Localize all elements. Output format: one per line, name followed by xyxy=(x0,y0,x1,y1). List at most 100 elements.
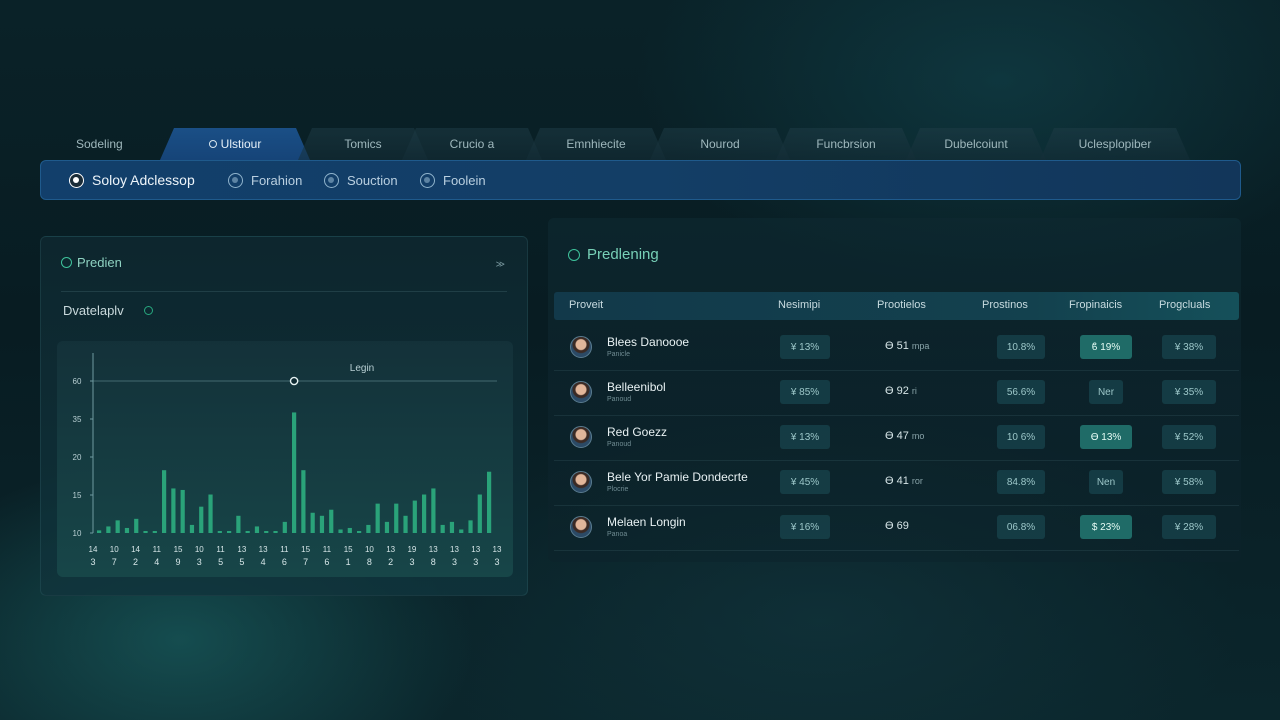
column-header[interactable]: Prootielos xyxy=(877,299,926,311)
bar xyxy=(468,520,473,533)
cell-value: ¥ 13% xyxy=(780,335,830,359)
bar xyxy=(227,531,232,533)
x-tick-label: 9 xyxy=(176,557,181,567)
tab-2[interactable]: Tomics xyxy=(298,128,428,160)
x-tick-label: 14 xyxy=(89,545,98,554)
chart-legend: Legin xyxy=(350,363,374,374)
avatar xyxy=(570,471,592,493)
status-dot-icon xyxy=(143,306,153,315)
subbar-item-0[interactable]: Forahion xyxy=(228,172,302,188)
y-tick-label: 10 xyxy=(73,529,82,538)
table-row[interactable]: Melaen Longin Panoa ¥ 16% ϴ 69 06.8% $ 23% ¥ … xyxy=(554,506,1239,551)
x-tick-label: 13 xyxy=(493,545,502,554)
bar xyxy=(459,529,464,533)
bar xyxy=(477,494,482,533)
status-badge: $ 23% xyxy=(1080,515,1132,539)
divider xyxy=(61,291,507,292)
x-tick-label: 11 xyxy=(216,545,225,554)
y-tick-label: 35 xyxy=(73,415,82,424)
tab-3[interactable]: Crucio a xyxy=(402,128,542,160)
tab-1-label: Ulstiour xyxy=(220,137,262,151)
tab-6[interactable]: Funcbrsion xyxy=(776,128,916,160)
column-header[interactable]: Fropinaicis xyxy=(1069,299,1123,311)
x-tick-label: 2 xyxy=(133,557,138,567)
bar xyxy=(347,527,352,533)
x-tick-label: 5 xyxy=(239,557,244,567)
cell-value: 06.8% xyxy=(997,515,1045,539)
bar xyxy=(338,529,343,533)
sub-toolbar: Soloy Adclessop Forahion Souction Foolei… xyxy=(40,160,1241,200)
bar xyxy=(487,471,492,533)
subbar-primary-item[interactable]: Soloy Adclessop xyxy=(69,172,195,188)
row-subtitle: Panoud xyxy=(607,396,632,403)
bar xyxy=(124,527,130,533)
bar xyxy=(208,494,213,533)
table-row[interactable]: Red Goezz Panoud ¥ 13% ϴ 47 mo 10 6% ϴ 13% ¥ 5… xyxy=(554,416,1239,461)
tab-1[interactable]: Ulstiour xyxy=(160,128,310,160)
subbar-item-label: Foolein xyxy=(443,172,486,188)
bar-chart-svg: 1015203560Legin1431071421141591031151351… xyxy=(73,353,502,567)
tab-7[interactable]: Dubelcoiunt xyxy=(906,128,1046,160)
cell-unit: mpa xyxy=(911,341,930,351)
column-header[interactable]: Progcluals xyxy=(1159,299,1211,311)
chart-panel: Predien ≫ Dvatelaplv 10 15 20 35 60 Legin 14 3 1… xyxy=(40,236,528,596)
cell-value: ϴ 69 xyxy=(885,520,909,532)
cell-number: ϴ 92 xyxy=(885,385,909,397)
column-header[interactable]: Prostinos xyxy=(982,299,1028,311)
bar xyxy=(384,521,390,533)
column-header[interactable]: Nesimipi xyxy=(778,299,821,311)
avatar xyxy=(570,336,592,358)
cell-value: 56.6% xyxy=(997,380,1045,404)
status-badge: Nen xyxy=(1089,470,1123,494)
x-tick-label: 13 xyxy=(471,545,480,554)
x-tick-label: 13 xyxy=(429,545,438,554)
cell-unit: mo xyxy=(911,431,925,441)
cell-value: ¥ 16% xyxy=(780,515,830,539)
bar xyxy=(199,506,204,533)
x-tick-label: 19 xyxy=(407,545,416,554)
bar xyxy=(431,488,436,533)
cell-number: ϴ 69 xyxy=(885,520,909,532)
cell-value: ϴ 47 mo xyxy=(885,430,924,442)
x-tick-label: 10 xyxy=(365,545,374,554)
row-name: Belleenibol xyxy=(607,380,666,394)
table-row[interactable]: Belleenibol Panoud ¥ 85% ϴ 92 ri 56.6% Ner ¥ 3… xyxy=(554,371,1239,416)
cell-value: ¥ 52% xyxy=(1162,425,1216,449)
bar xyxy=(180,489,185,533)
x-tick-label: 13 xyxy=(450,545,459,554)
table-row[interactable]: Bele Yor Pamie Dondecrte Plocrie ¥ 45% ϴ 41… xyxy=(554,461,1239,506)
x-tick-label: 10 xyxy=(110,545,119,554)
expand-icon[interactable]: ≫ xyxy=(495,259,505,269)
bar xyxy=(189,524,195,533)
table-row[interactable]: Blees Danoooe Panicle ¥ 13% ϴ 51 mpa 10.8% ϐ … xyxy=(554,326,1239,371)
x-tick-label: 1 xyxy=(346,557,351,567)
x-tick-label: 15 xyxy=(301,545,310,554)
y-tick-label: 15 xyxy=(73,491,82,500)
bar xyxy=(254,526,260,533)
row-subtitle: Panoa xyxy=(607,531,628,538)
subbar-item-2[interactable]: Foolein xyxy=(420,172,486,188)
y-tick-label: 20 xyxy=(73,453,82,462)
x-tick-label: 13 xyxy=(259,545,268,554)
power-icon xyxy=(420,172,435,188)
column-header[interactable]: Proveit xyxy=(569,299,604,311)
bar xyxy=(310,512,315,533)
subbar-item-1[interactable]: Souction xyxy=(324,172,398,188)
row-name: Red Goezz xyxy=(607,425,668,439)
x-tick-label: 13 xyxy=(386,545,395,554)
x-tick-label: 6 xyxy=(282,557,287,567)
tab-0[interactable]: Sodeling xyxy=(76,137,123,151)
bar xyxy=(152,531,157,533)
cell-value: 10.8% xyxy=(997,335,1045,359)
bar xyxy=(282,521,287,533)
tab-8[interactable]: Uclesplopiber xyxy=(1040,128,1190,160)
x-tick-label: 14 xyxy=(131,545,140,554)
bar xyxy=(143,531,148,533)
settings-icon xyxy=(568,248,580,261)
bar xyxy=(162,470,167,533)
circle-icon xyxy=(228,172,243,188)
peak-marker xyxy=(289,376,299,386)
tab-5[interactable]: Nourod xyxy=(650,128,790,160)
tab-4[interactable]: Emnhiecite xyxy=(526,128,666,160)
cell-number: ϴ 41 xyxy=(885,475,909,487)
